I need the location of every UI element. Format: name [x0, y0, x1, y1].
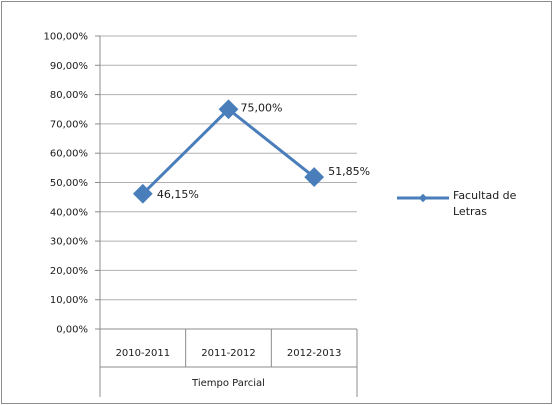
x-axis-category-table: 2010-2011 2011-2012 2012-2013	[99, 329, 358, 397]
x-category-label: 2012-2013	[287, 348, 342, 359]
data-point-marker	[218, 99, 239, 120]
y-tick-label: 60,00%	[50, 149, 88, 160]
legend-label-line-1: Facultad de	[453, 189, 517, 202]
y-tick-label: 40,00%	[50, 207, 88, 218]
legend: Facultad de Letras	[397, 189, 517, 218]
y-tick-label: 0,00%	[56, 325, 88, 336]
data-point-marker	[304, 167, 325, 187]
x-category-label: 2010-2011	[116, 348, 171, 359]
y-tick-label: 20,00%	[50, 266, 88, 277]
x-axis-group-label: Tiempo Parcial	[191, 378, 265, 389]
y-tick-label: 30,00%	[50, 237, 88, 248]
data-label: 75,00%	[241, 101, 283, 114]
y-tick-label: 90,00%	[50, 61, 88, 72]
series-facultad-de-letras	[132, 99, 325, 204]
data-labels: 46,15% 75,00% 51,85%	[157, 101, 370, 201]
y-tick-label: 10,00%	[50, 295, 88, 306]
y-axis-tick-labels: 0,00% 10,00% 20,00% 30,00% 40,00% 50,00% 60,00…	[44, 32, 89, 336]
axes	[95, 35, 357, 330]
data-label: 51,85%	[328, 165, 370, 178]
y-tick-label: 80,00%	[50, 90, 88, 101]
x-category-label: 2011-2012	[201, 348, 256, 359]
y-tick-label: 50,00%	[50, 178, 88, 189]
data-label: 46,15%	[157, 188, 199, 201]
data-point-marker	[132, 183, 153, 204]
legend-label-line-2: Letras	[453, 205, 487, 218]
y-tick-label: 100,00%	[44, 32, 89, 43]
y-tick-label: 70,00%	[50, 119, 88, 130]
legend-series-marker	[418, 193, 428, 203]
gridlines	[100, 35, 357, 301]
